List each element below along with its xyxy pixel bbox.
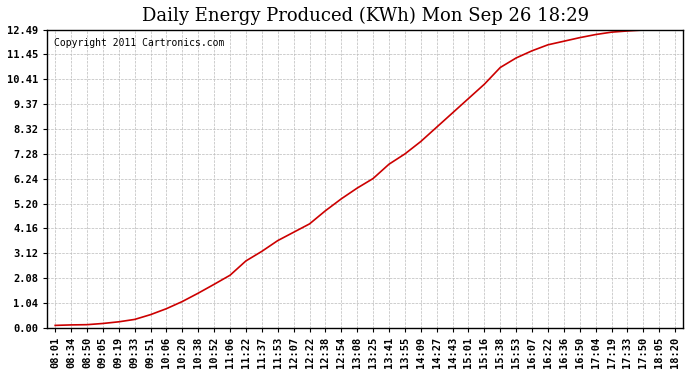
Text: Copyright 2011 Cartronics.com: Copyright 2011 Cartronics.com — [54, 39, 224, 48]
Title: Daily Energy Produced (KWh) Mon Sep 26 18:29: Daily Energy Produced (KWh) Mon Sep 26 1… — [141, 7, 589, 25]
